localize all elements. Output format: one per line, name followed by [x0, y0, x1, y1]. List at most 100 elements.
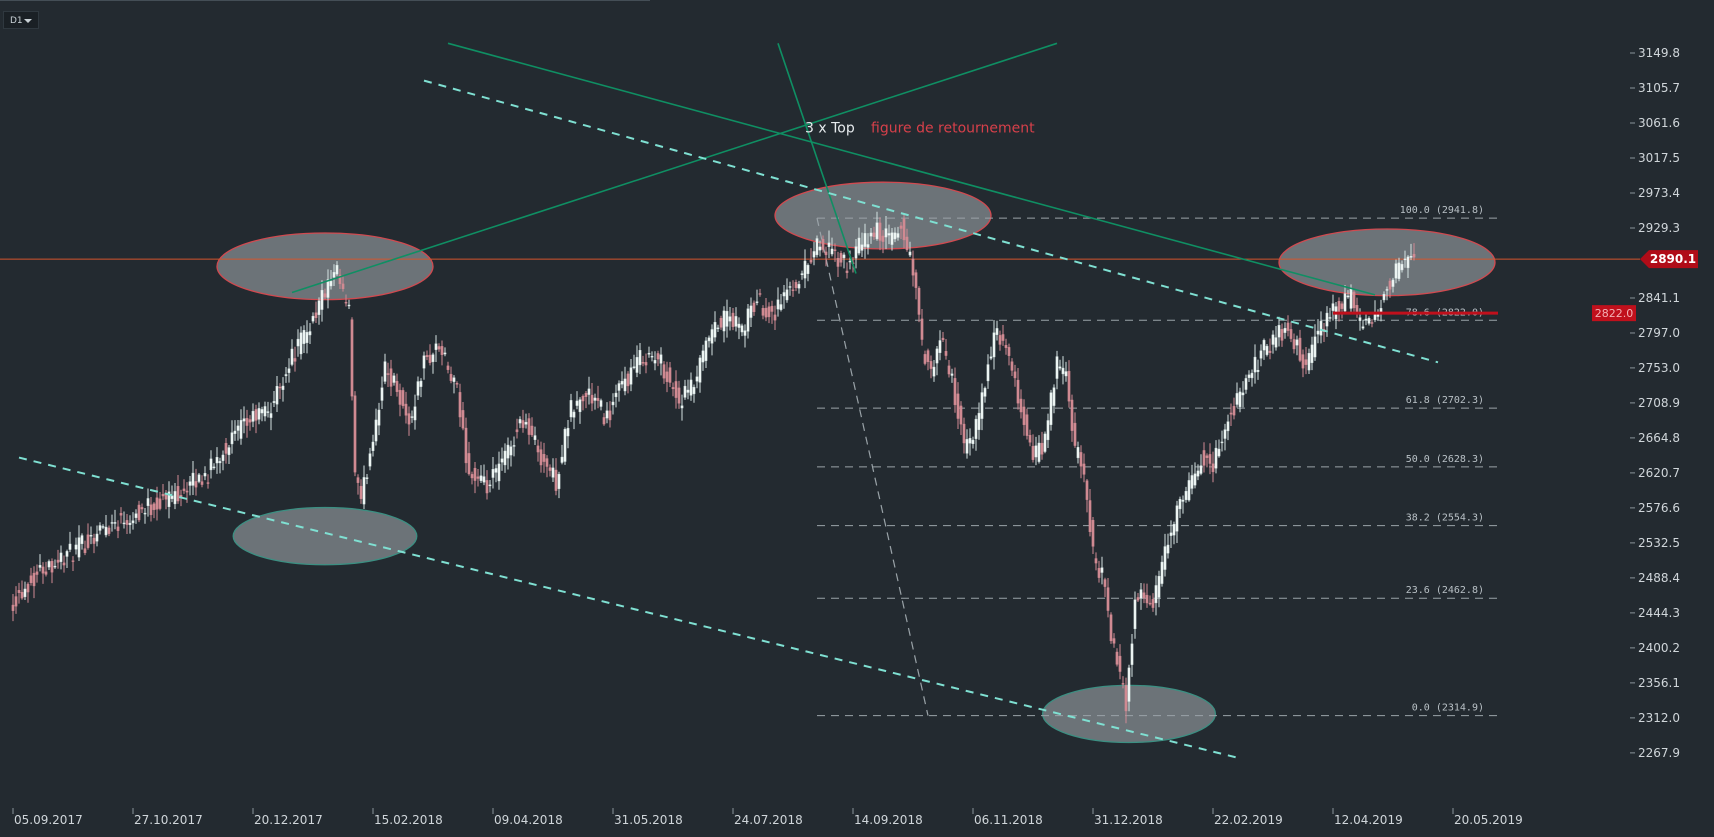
candle-body	[551, 467, 555, 478]
candle-body	[1001, 334, 1005, 341]
candle	[404, 391, 408, 424]
candle-body	[335, 265, 339, 275]
candle-body	[68, 543, 72, 550]
candle-body	[1163, 546, 1167, 570]
candle	[635, 345, 639, 378]
candle	[863, 223, 867, 259]
candle-body	[671, 387, 675, 390]
candle	[551, 458, 555, 482]
candle-body	[1082, 463, 1086, 475]
candle	[206, 474, 210, 489]
candle-body	[848, 260, 852, 263]
candle	[860, 232, 864, 258]
candle-body	[920, 318, 924, 340]
candle-body	[1172, 524, 1176, 536]
candle-body	[926, 350, 930, 362]
candle-body	[1085, 480, 1089, 500]
candle	[482, 464, 486, 486]
candle	[1073, 412, 1077, 448]
candle-body	[1181, 499, 1185, 502]
candle-body	[767, 306, 771, 318]
candle-body	[422, 355, 426, 369]
candle-body	[716, 327, 720, 330]
candle-body	[485, 480, 489, 494]
top-edge-line	[0, 0, 650, 1]
candle	[572, 409, 576, 430]
candle	[1094, 552, 1098, 571]
candle	[107, 525, 111, 537]
candle	[191, 460, 195, 495]
timeframe-selector[interactable]: D1	[3, 11, 39, 29]
candle-body	[746, 308, 750, 332]
candle-body	[1202, 450, 1206, 466]
candle	[1097, 560, 1101, 583]
y-tick-label: 3149.8	[1638, 46, 1680, 60]
candle	[536, 439, 540, 462]
candle-body	[1412, 253, 1416, 258]
candle	[1160, 555, 1164, 587]
candle	[422, 351, 426, 380]
candle	[1136, 593, 1140, 603]
candle	[506, 437, 510, 470]
fib-level-label-0: 100.0 (2941.8)	[1400, 205, 1484, 216]
candle	[1025, 408, 1029, 440]
x-tick-label: 05.09.2017	[14, 813, 83, 827]
timeframe-label: D1	[10, 16, 23, 26]
candle-body	[389, 368, 393, 387]
candle-body	[353, 395, 357, 473]
candle	[1250, 369, 1254, 387]
candle	[770, 300, 774, 324]
candle	[881, 230, 885, 254]
candle-body	[998, 335, 1002, 345]
candle	[371, 434, 375, 457]
candle	[182, 479, 186, 494]
candle	[854, 239, 858, 269]
candle	[332, 264, 336, 286]
candle-body	[812, 251, 816, 258]
candle-body	[1343, 293, 1347, 312]
candle-body	[383, 361, 387, 382]
candle	[500, 447, 504, 471]
y-tick-label: 2841.1	[1638, 291, 1680, 305]
candle	[425, 350, 429, 361]
candle-body	[1118, 655, 1122, 672]
candle-body	[263, 406, 267, 417]
candle-body	[713, 322, 717, 338]
candle-body	[86, 534, 90, 548]
candle	[896, 226, 900, 241]
candle	[1298, 329, 1302, 363]
fib-level-label-2: 61.8 (2702.3)	[1406, 395, 1484, 406]
candle-body	[260, 409, 264, 414]
candle-body	[668, 367, 672, 383]
candle-body	[176, 486, 180, 502]
candle-body	[827, 242, 831, 248]
candle-body	[128, 522, 132, 525]
candle	[38, 554, 42, 572]
candle	[1193, 462, 1197, 489]
candle-body	[203, 473, 207, 477]
candle-body	[1007, 347, 1011, 356]
candle	[734, 307, 738, 332]
candle	[368, 447, 372, 471]
candle	[110, 514, 114, 532]
candle	[479, 465, 483, 483]
candle-body	[278, 386, 282, 389]
candle	[1076, 441, 1080, 464]
candle-body	[413, 406, 417, 421]
candle-body	[710, 329, 714, 344]
candle-body	[1244, 378, 1248, 390]
candle-body	[815, 238, 819, 256]
candle	[917, 286, 921, 323]
candle-body	[446, 365, 450, 370]
candle	[1055, 350, 1059, 390]
candle	[710, 324, 714, 356]
candle-body	[512, 445, 516, 447]
candle	[1265, 344, 1269, 357]
candle	[683, 379, 687, 400]
candle	[737, 317, 741, 340]
candle-body	[632, 366, 636, 368]
candle	[563, 427, 567, 465]
candle	[812, 241, 816, 266]
trend-line-2	[777, 43, 857, 274]
